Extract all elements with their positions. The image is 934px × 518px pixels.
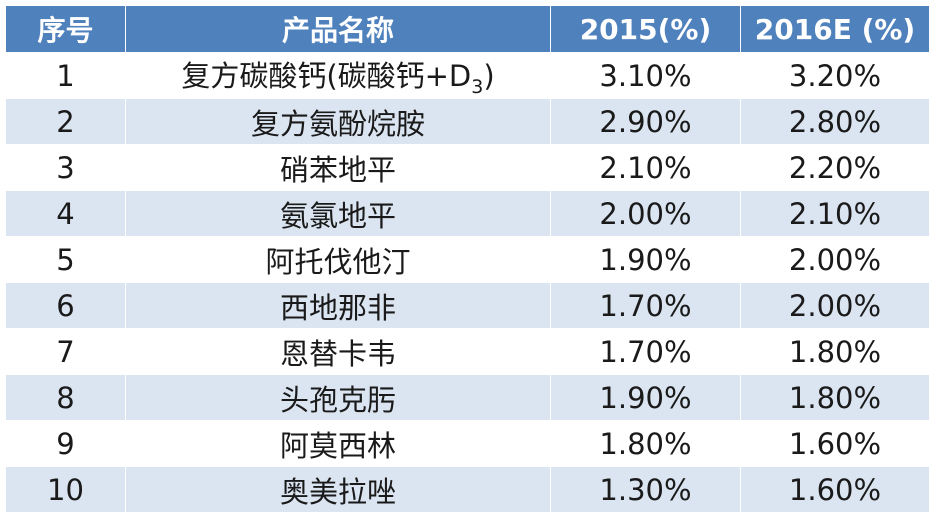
cell-2016e: 2.00%	[740, 282, 930, 329]
cell-no: 6	[5, 282, 126, 329]
table-row: 5 阿托伐他汀 1.90% 2.00%	[5, 236, 930, 283]
cell-2016e: 1.80%	[740, 328, 930, 375]
product-share-table-container: 序号 产品名称 2015(%) 2016E (%) 1 复方碳酸钙(碳酸钙+D3…	[5, 5, 930, 513]
cell-product-name: 复方碳酸钙(碳酸钙+D3)	[125, 52, 551, 99]
cell-2016e: 1.80%	[740, 374, 930, 421]
product-share-table: 序号 产品名称 2015(%) 2016E (%) 1 复方碳酸钙(碳酸钙+D3…	[5, 5, 930, 513]
cell-no: 7	[5, 328, 126, 375]
cell-2015: 1.70%	[550, 282, 741, 329]
cell-2015: 1.30%	[550, 466, 741, 513]
cell-2016e: 1.60%	[740, 466, 930, 513]
header-product-name: 产品名称	[125, 5, 551, 53]
cell-product-name: 阿莫西林	[125, 420, 551, 467]
cell-no: 4	[5, 190, 126, 237]
product-name-tail: )	[483, 59, 495, 94]
product-name-main: 复方碳酸钙(碳酸钙+D	[181, 59, 472, 94]
header-2016e: 2016E (%)	[740, 5, 930, 53]
cell-product-name: 恩替卡韦	[125, 328, 551, 375]
cell-product-name: 奥美拉唑	[125, 466, 551, 513]
header-2015: 2015(%)	[550, 5, 741, 53]
cell-2015: 2.10%	[550, 144, 741, 191]
cell-2016e: 2.80%	[740, 98, 930, 145]
cell-2015: 3.10%	[550, 52, 741, 99]
table-row: 2 复方氨酚烷胺 2.90% 2.80%	[5, 98, 930, 145]
cell-product-name: 复方氨酚烷胺	[125, 98, 551, 145]
cell-product-name: 头孢克肟	[125, 374, 551, 421]
cell-no: 8	[5, 374, 126, 421]
table-row: 6 西地那非 1.70% 2.00%	[5, 282, 930, 329]
cell-product-name: 西地那非	[125, 282, 551, 329]
cell-2015: 1.90%	[550, 374, 741, 421]
cell-product-name: 硝苯地平	[125, 144, 551, 191]
cell-2015: 1.70%	[550, 328, 741, 375]
cell-no: 2	[5, 98, 126, 145]
table-row: 9 阿莫西林 1.80% 1.60%	[5, 420, 930, 467]
table-row: 7 恩替卡韦 1.70% 1.80%	[5, 328, 930, 375]
cell-2016e: 3.20%	[740, 52, 930, 99]
cell-no: 5	[5, 236, 126, 283]
cell-no: 9	[5, 420, 126, 467]
cell-no: 3	[5, 144, 126, 191]
table-header: 序号 产品名称 2015(%) 2016E (%)	[5, 5, 930, 53]
header-row: 序号 产品名称 2015(%) 2016E (%)	[5, 5, 930, 53]
cell-2015: 1.80%	[550, 420, 741, 467]
cell-no: 1	[5, 52, 126, 99]
cell-2015: 2.00%	[550, 190, 741, 237]
table-row: 10 奥美拉唑 1.30% 1.60%	[5, 466, 930, 513]
cell-2015: 2.90%	[550, 98, 741, 145]
cell-no: 10	[5, 466, 126, 513]
cell-2016e: 2.10%	[740, 190, 930, 237]
cell-2016e: 1.60%	[740, 420, 930, 467]
table-row: 3 硝苯地平 2.10% 2.20%	[5, 144, 930, 191]
table-body: 1 复方碳酸钙(碳酸钙+D3) 3.10% 3.20% 2 复方氨酚烷胺 2.9…	[5, 52, 930, 513]
table-row: 1 复方碳酸钙(碳酸钙+D3) 3.10% 3.20%	[5, 52, 930, 99]
cell-product-name: 阿托伐他汀	[125, 236, 551, 283]
cell-2016e: 2.20%	[740, 144, 930, 191]
cell-2016e: 2.00%	[740, 236, 930, 283]
cell-2015: 1.90%	[550, 236, 741, 283]
product-name-subscript: 3	[471, 75, 484, 98]
header-no: 序号	[5, 5, 126, 53]
table-row: 8 头孢克肟 1.90% 1.80%	[5, 374, 930, 421]
table-row: 4 氨氯地平 2.00% 2.10%	[5, 190, 930, 237]
cell-product-name: 氨氯地平	[125, 190, 551, 237]
